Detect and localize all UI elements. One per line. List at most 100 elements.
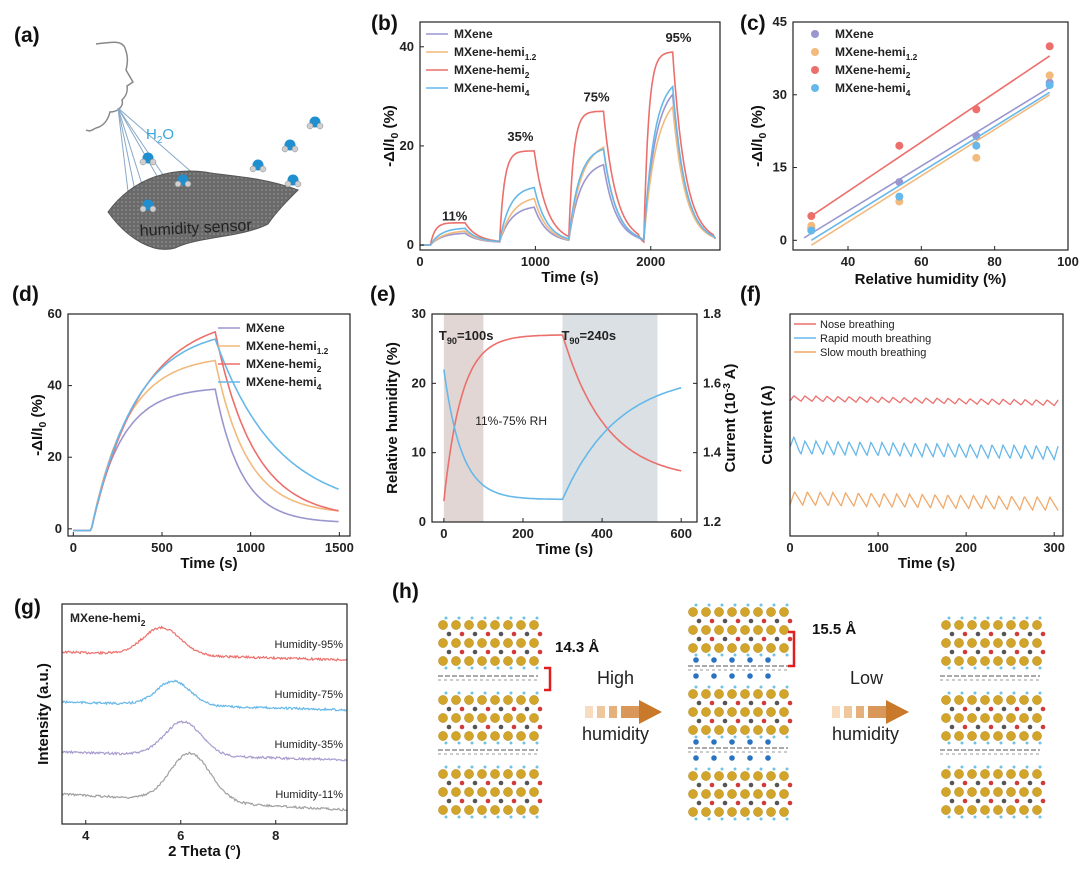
water-molecule [174, 174, 192, 188]
ti-atom [451, 731, 461, 741]
ti-atom [516, 787, 526, 797]
h-atom [509, 765, 513, 769]
c-atom [1027, 724, 1033, 730]
h-atom [1025, 691, 1029, 695]
ti-atom [714, 807, 724, 817]
ti-atom [1032, 695, 1042, 705]
y-tick-label: 20 [400, 138, 414, 153]
ti-atom [688, 707, 698, 717]
arrow-2-line-2: humidity [832, 724, 899, 744]
ti-atom [941, 787, 951, 797]
ti-atom [503, 638, 513, 648]
o-atom [1040, 798, 1046, 804]
ti-atom [967, 805, 977, 815]
o-atom [1014, 706, 1020, 712]
series-label: Humidity-75% [275, 689, 344, 701]
o-atom [962, 631, 968, 637]
ti-atom [740, 789, 750, 799]
h-atom [785, 603, 789, 607]
ti-atom [753, 607, 763, 617]
h-atom [1038, 741, 1042, 745]
h-atom [986, 666, 990, 670]
hydrogen-atom [306, 122, 314, 130]
o-atom [709, 800, 715, 806]
c-atom [524, 706, 530, 712]
c-atom [774, 618, 780, 624]
water-oxygen [747, 739, 753, 745]
xrd-line-3 [61, 720, 348, 762]
ti-atom [779, 807, 789, 817]
y-axis-label: Current (A) [759, 385, 776, 464]
c-atom [949, 631, 955, 637]
ti-atom [464, 787, 474, 797]
o-atom [1014, 631, 1020, 637]
c-atom [1027, 631, 1033, 637]
o-atom [1014, 798, 1020, 804]
ti-atom [477, 695, 487, 705]
ti-atom [529, 769, 539, 779]
humidity-line [443, 334, 682, 502]
x-tick-label: 200 [955, 540, 977, 555]
h-atom [535, 616, 539, 620]
plot-frame [61, 603, 348, 825]
ti-atom [727, 789, 737, 799]
xrd-line-4 [61, 751, 348, 812]
h-atom [960, 691, 964, 695]
water-oxygen [711, 673, 717, 679]
o-atom [787, 636, 793, 642]
h-atom [535, 815, 539, 819]
o-atom [537, 724, 543, 730]
water-oxygen [711, 739, 717, 745]
h-atom [973, 765, 977, 769]
ti-atom [766, 707, 776, 717]
y-tick-label: 30 [773, 87, 787, 102]
ti-atom [740, 607, 750, 617]
ti-atom [688, 643, 698, 653]
h-atom [759, 767, 763, 771]
h-atom [522, 616, 526, 620]
x-tick-label: 0 [70, 540, 77, 555]
ti-atom [529, 787, 539, 797]
h-atom [759, 735, 763, 739]
c-atom [1001, 631, 1007, 637]
ti-atom [438, 805, 448, 815]
scatter-point [972, 141, 981, 150]
h-atom [720, 603, 724, 607]
plot-frame [67, 313, 351, 537]
panel-label-h: (h) [392, 580, 419, 603]
c-atom [524, 780, 530, 786]
water-oxygen [693, 673, 699, 679]
y-tick-label: 1.2 [703, 514, 721, 529]
c-atom [1027, 798, 1033, 804]
ti-atom [993, 656, 1003, 666]
water-oxygen [747, 673, 753, 679]
o-atom [1014, 724, 1020, 730]
o-atom [962, 724, 968, 730]
h-atom [1025, 616, 1029, 620]
panel-a-illustration: H2O humidity sensor [85, 41, 324, 250]
x-tick-label: 400 [591, 526, 613, 541]
h-atom [973, 815, 977, 819]
h-atom [457, 765, 461, 769]
h-atom [707, 767, 711, 771]
water-oxygen [693, 755, 699, 761]
spacing-label-2: 15.5 Å [812, 621, 856, 638]
c-atom [472, 649, 478, 655]
ti-atom [438, 620, 448, 630]
h-atom [470, 741, 474, 745]
water-oxygen [729, 755, 735, 761]
ti-atom [967, 769, 977, 779]
h-atom [746, 735, 750, 739]
h-atom [444, 815, 448, 819]
ti-atom [477, 805, 487, 815]
structure-low-humidity-2 [940, 616, 1046, 819]
h-atom [509, 815, 513, 819]
ti-atom [753, 689, 763, 699]
h-atom [1012, 616, 1016, 620]
h-atom [1025, 666, 1029, 670]
h-atom [707, 685, 711, 689]
plot-frame [431, 313, 698, 523]
panel-d-chart: 0 500 1000 15000204060MXeneMXene-hemi1.2MXe… [29, 306, 354, 572]
current-line [443, 369, 682, 501]
